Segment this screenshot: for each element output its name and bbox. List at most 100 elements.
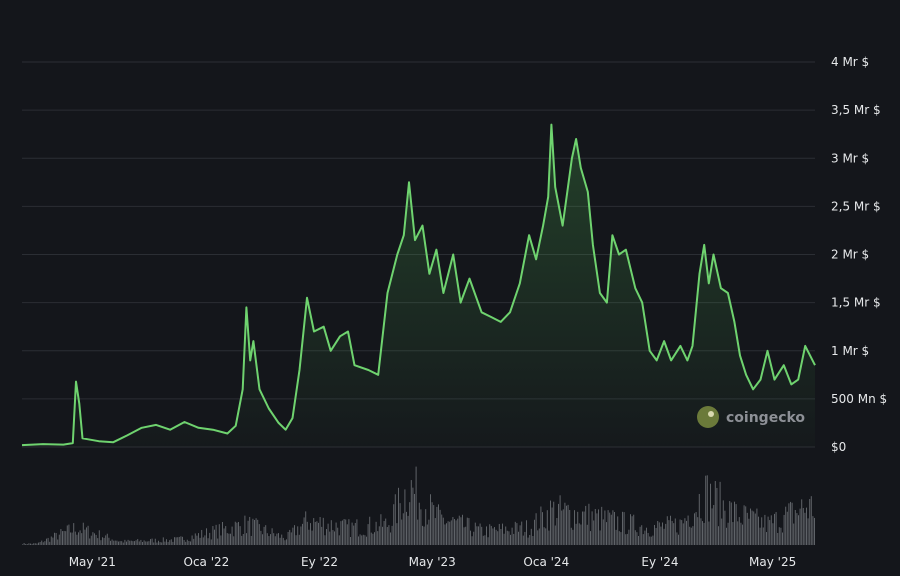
volume-bar — [750, 508, 751, 545]
volume-bar — [482, 535, 484, 545]
volume-bar — [478, 526, 479, 545]
volume-bar — [302, 523, 303, 545]
volume-bar — [95, 534, 97, 545]
volume-bar — [297, 526, 299, 545]
volume-bar — [590, 531, 591, 545]
volume-bar — [647, 532, 649, 545]
volume-bar — [226, 533, 228, 545]
volume-bar — [404, 489, 406, 545]
volume-bar — [422, 525, 423, 545]
y-tick-label: 1 Mr $ — [831, 344, 869, 358]
volume-bar — [662, 522, 663, 545]
volume-bar — [498, 523, 500, 545]
x-tick-label: Oca '24 — [523, 555, 569, 569]
volume-bar — [324, 535, 326, 545]
volume-bar — [274, 536, 276, 545]
volume-bar — [583, 511, 585, 545]
volume-bar — [438, 504, 439, 545]
volume-bar — [145, 541, 147, 545]
volume-bar — [172, 541, 174, 545]
volume-bar — [644, 530, 646, 545]
volume-bar — [89, 538, 91, 545]
volume-bar — [263, 526, 265, 545]
volume-bar — [638, 535, 639, 545]
volume-bar — [516, 523, 518, 545]
volume-bar — [585, 505, 587, 545]
volume-bar — [598, 509, 599, 545]
volume-bar — [410, 480, 412, 545]
volume-bar — [553, 501, 555, 545]
volume-bar — [42, 542, 44, 545]
volume-bar — [238, 521, 239, 545]
volume-bar — [785, 506, 787, 545]
volume-bar — [308, 529, 310, 545]
volume-bar — [370, 532, 372, 545]
volume-bar — [690, 527, 692, 545]
volume-bar — [529, 534, 531, 545]
volume-bar — [156, 542, 158, 545]
volume-bar — [673, 523, 675, 545]
volume-bar — [417, 519, 419, 545]
volume-bar — [474, 522, 476, 545]
volume-bar — [618, 531, 620, 545]
volume-bar — [271, 528, 273, 545]
volume-bar — [682, 523, 684, 545]
volume-bar — [495, 529, 497, 545]
volume-bar — [431, 502, 433, 545]
volume-bar — [284, 540, 286, 545]
volume-bar — [54, 532, 55, 545]
volume-bar — [783, 514, 785, 545]
volume-bar — [708, 521, 710, 545]
volume-bar — [215, 524, 217, 545]
volume-bar — [330, 520, 332, 545]
volume-bar — [446, 523, 447, 545]
volume-bar — [468, 518, 470, 545]
volume-bar — [487, 537, 489, 545]
volume-bar — [617, 516, 619, 545]
volume-bar — [340, 521, 342, 545]
y-tick-label: $0 — [831, 440, 846, 454]
volume-bar — [622, 511, 623, 545]
price-area — [21, 123, 816, 447]
volume-bar — [207, 538, 209, 545]
volume-bar — [236, 522, 238, 545]
volume-bar — [303, 517, 305, 545]
volume-bar — [386, 527, 388, 545]
volume-bar — [586, 524, 588, 545]
volume-bar — [154, 538, 156, 545]
volume-bar — [257, 519, 259, 545]
volume-bar — [372, 533, 374, 545]
volume-bar — [97, 538, 99, 545]
y-tick-label: 1,5 Mr $ — [831, 296, 881, 310]
volume-bar — [658, 522, 660, 545]
volume-bar — [252, 518, 254, 545]
volume-bar — [527, 537, 529, 545]
volume-bar — [574, 510, 575, 545]
volume-bar — [676, 532, 678, 545]
volume-bar — [33, 543, 35, 545]
volume-bar — [298, 534, 300, 545]
volume-bar — [538, 528, 540, 545]
volume-bar — [679, 519, 681, 545]
volume-bar — [772, 523, 774, 545]
volume-bar — [802, 507, 804, 545]
volume-bar — [84, 529, 86, 545]
volume-bar — [290, 532, 292, 545]
volume-bar — [486, 526, 487, 545]
volume-bar — [393, 504, 395, 545]
volume-bar — [698, 493, 700, 545]
volume-bar — [332, 530, 334, 545]
volume-bar — [110, 540, 111, 545]
volume-bar — [234, 521, 236, 545]
volume-bar — [319, 517, 321, 545]
volume-bar — [338, 535, 340, 545]
volume-bar — [63, 530, 65, 545]
volume-bar — [711, 508, 713, 545]
volume-bar — [311, 530, 313, 545]
volume-bar — [766, 532, 767, 545]
x-tick-label: Ey '24 — [641, 555, 678, 569]
volume-bar — [122, 542, 124, 545]
volume-bar — [366, 536, 367, 545]
volume-bar — [116, 540, 118, 545]
volume-bar — [241, 535, 243, 545]
